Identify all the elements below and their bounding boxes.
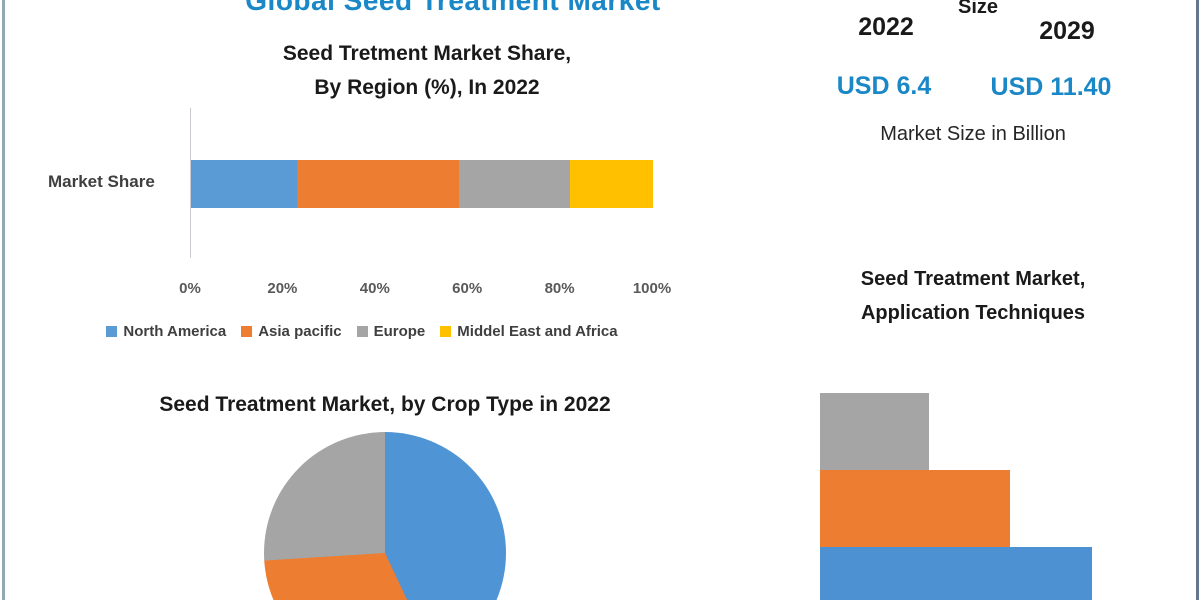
- legend-swatch-icon: [356, 326, 368, 337]
- legend-swatch-icon: [241, 326, 253, 337]
- market-size-label: Size: [957, 0, 999, 18]
- application-bar-2: [820, 470, 1011, 547]
- legend-item-middel-east-and-africa: Middel East and Africa: [440, 323, 618, 340]
- region-chart-axis-line: [190, 108, 191, 258]
- page-title: Global Seed Treatment Market: [245, 0, 661, 16]
- legend-swatch-icon: [440, 326, 452, 337]
- crop-type-chart-title: Seed Treatment Market, by Crop Type in 2…: [159, 393, 611, 416]
- x-tick-label: 100%: [632, 280, 672, 297]
- legend-label: Asia pacific: [258, 323, 342, 340]
- market-size-year-2022: 2022: [858, 13, 914, 41]
- x-tick-label: 0%: [179, 280, 201, 297]
- legend-swatch-icon: [106, 326, 118, 337]
- bar-segment-asia-pacific: [297, 160, 459, 208]
- market-size-year-2029: 2029: [1039, 17, 1095, 45]
- application-bar-3: [820, 547, 1092, 600]
- legend-label: Middel East and Africa: [457, 323, 618, 340]
- legend-label: North America: [123, 323, 227, 340]
- application-chart-title-line1: Seed Treatment Market,: [860, 268, 1086, 290]
- x-tick-label: 60%: [452, 280, 483, 297]
- bar-segment-middel-east-and-africa: [569, 160, 653, 208]
- application-chart-title-line2: Application Techniques: [860, 302, 1086, 324]
- x-tick-label: 20%: [267, 280, 298, 297]
- left-border-line: [2, 0, 5, 600]
- crop-type-pie: [264, 432, 506, 600]
- right-border-line: [1196, 0, 1199, 600]
- bar-segment-north-america: [191, 160, 298, 208]
- bar-segment-europe: [458, 160, 570, 208]
- legend-item-asia-pacific: Asia pacific: [241, 323, 342, 340]
- region-stacked-bar: [191, 160, 653, 208]
- x-tick-label: 40%: [359, 280, 390, 297]
- region-chart-category-label: Market Share: [48, 172, 155, 191]
- legend-item-north-america: North America: [106, 323, 226, 340]
- x-tick-label: 80%: [544, 280, 575, 297]
- region-chart-title-line1: Seed Tretment Market Share,: [282, 42, 572, 65]
- legend-label: Europe: [373, 323, 426, 340]
- application-step-bars: [820, 393, 1092, 600]
- legend-item-europe: Europe: [356, 323, 426, 340]
- region-chart-title-line2: By Region (%), In 2022: [314, 76, 540, 99]
- application-bar-1: [820, 393, 929, 470]
- region-chart-legend: North America Asia pacific Europe Middel Ea…: [30, 323, 694, 340]
- market-size-value-2029: USD 11.40: [990, 73, 1112, 101]
- market-size-value-2022: USD 6.4: [836, 72, 932, 100]
- market-size-caption: Market Size in Billion: [880, 123, 1066, 145]
